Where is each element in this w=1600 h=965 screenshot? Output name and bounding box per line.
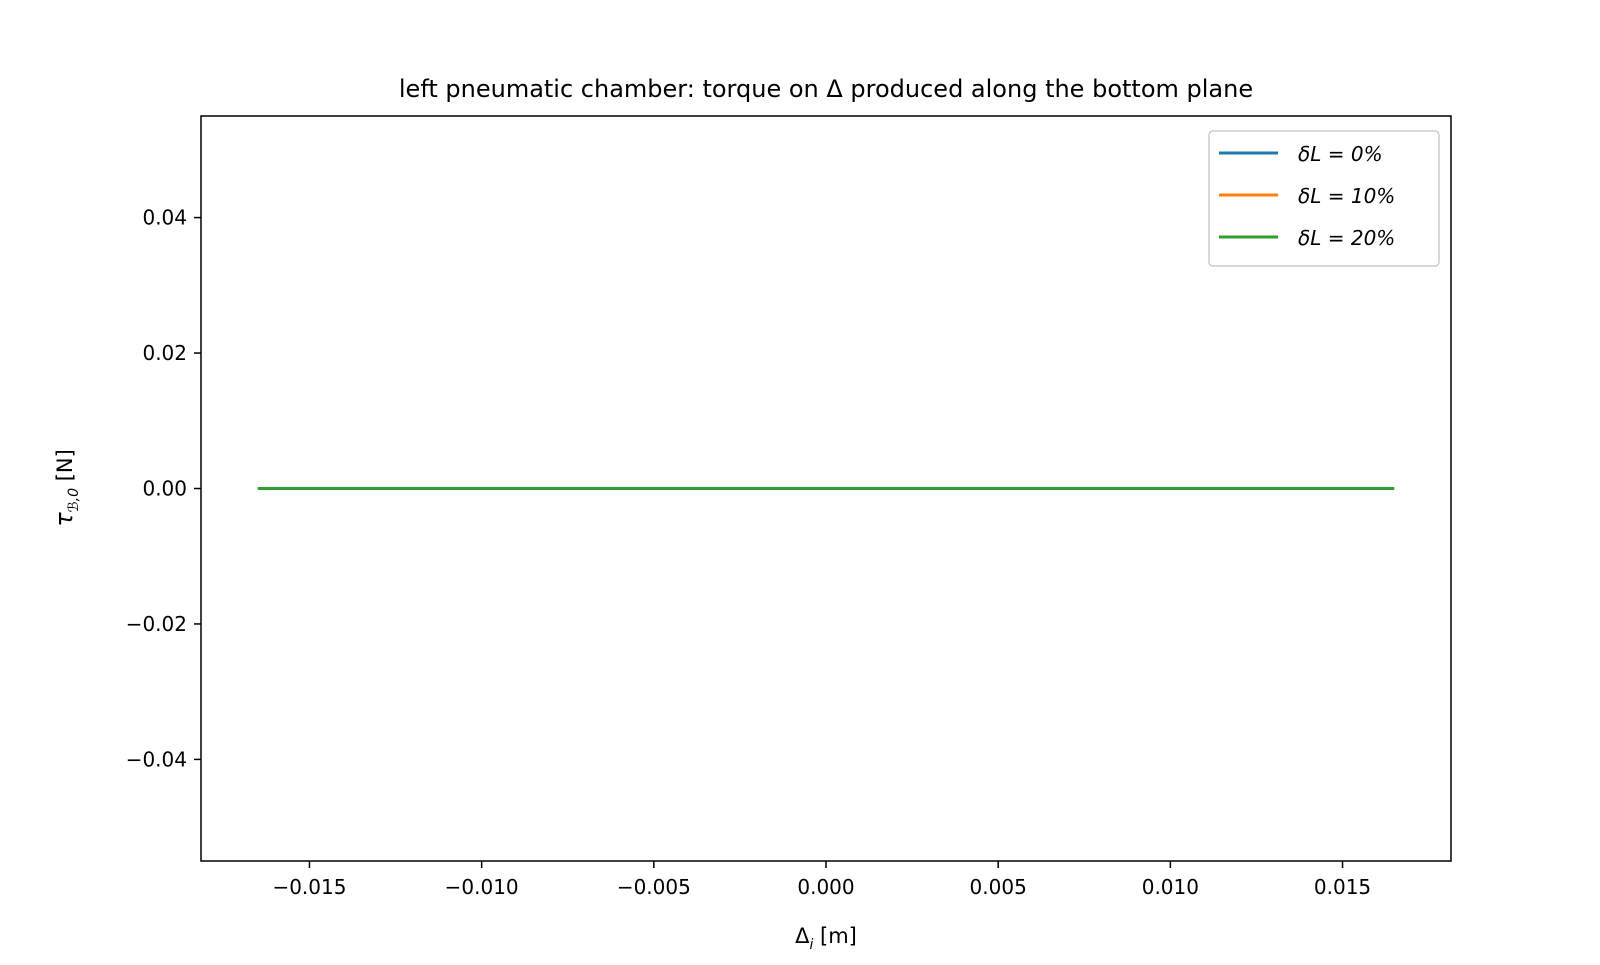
x-tick-label: 0.010	[1142, 875, 1199, 899]
chart-title: left pneumatic chamber: torque on Δ prod…	[399, 75, 1253, 103]
x-tick-label: 0.000	[797, 875, 854, 899]
y-tick-label: −0.02	[126, 612, 187, 636]
plot-area: −0.015 −0.010 −0.005 0.000 0.005 0.010 0.015 −…	[126, 115, 1452, 899]
y-tick-label: −0.04	[126, 747, 187, 771]
y-tick-label: 0.00	[142, 477, 187, 501]
legend: δL = 0% δL = 10% δL = 20%	[1208, 130, 1440, 267]
x-axis-label: Δi [m]	[795, 924, 857, 953]
x-tick-label: 0.015	[1314, 875, 1371, 899]
legend-label-0: δL = 0%	[1298, 142, 1383, 166]
x-tick-label: −0.010	[445, 875, 519, 899]
y-axis-label: τℬ,0 [N]	[50, 449, 82, 527]
x-axis-label-unit: [m]	[813, 924, 857, 948]
y-tick-label: 0.02	[142, 341, 187, 365]
x-axis-ticks: −0.015 −0.010 −0.005 0.000 0.005 0.010 0.015	[272, 861, 1371, 899]
x-axis-label-subscript: i	[809, 937, 813, 953]
legend-box	[1208, 130, 1440, 267]
x-tick-label: 0.005	[970, 875, 1027, 899]
y-axis-label-unit: [N]	[53, 449, 77, 488]
y-axis-label-subscript: ℬ,0	[66, 488, 82, 512]
y-axis-label-symbol: τ	[50, 512, 78, 527]
x-tick-label: −0.005	[617, 875, 691, 899]
y-tick-label: 0.04	[142, 206, 187, 230]
legend-items: δL = 0% δL = 10% δL = 20%	[1219, 142, 1395, 250]
x-axis-label-symbol: Δ	[795, 924, 810, 948]
y-axis-ticks: −0.04 −0.02 0.00 0.02 0.04	[126, 206, 201, 771]
x-tick-label: −0.015	[272, 875, 346, 899]
legend-label-1: δL = 10%	[1298, 184, 1395, 208]
legend-label-2: δL = 20%	[1298, 226, 1395, 250]
